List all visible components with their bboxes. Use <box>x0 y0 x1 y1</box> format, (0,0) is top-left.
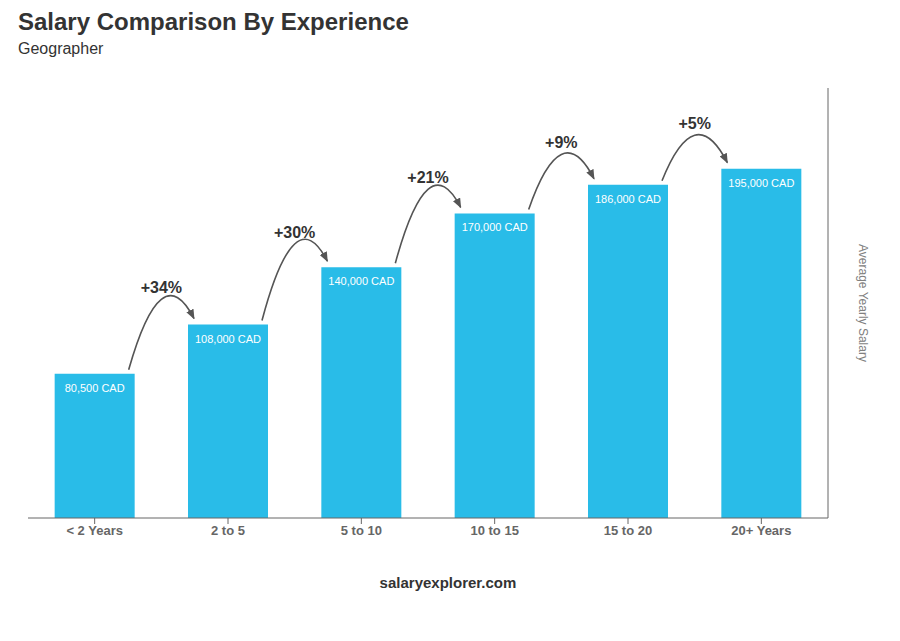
svg-text:80,500 CAD: 80,500 CAD <box>65 382 125 394</box>
svg-text:+34%: +34% <box>141 279 182 296</box>
html-text:Salary Comparison By Experienc: Salary Comparison By Experience <box>18 8 409 35</box>
svg-text:108,000 CAD: 108,000 CAD <box>195 333 261 345</box>
svg-text:+5%: +5% <box>678 115 710 132</box>
svg-text:20+ Years: 20+ Years <box>731 523 791 538</box>
svg-text:Average Yearly Salary: Average Yearly Salary <box>856 244 870 362</box>
svg-text:195,000 CAD: 195,000 CAD <box>728 177 794 189</box>
svg-text:+9%: +9% <box>545 134 577 151</box>
html-text:salaryexplorer.com: salaryexplorer.com <box>379 574 517 591</box>
svg-text:+30%: +30% <box>274 224 315 241</box>
svg-text:+21%: +21% <box>407 169 448 186</box>
svg-text:< 2 Years: < 2 Years <box>66 523 123 538</box>
svg-text:2 to 5: 2 to 5 <box>211 523 245 538</box>
svg-text:5 to 10: 5 to 10 <box>341 523 382 538</box>
svg-text:186,000 CAD: 186,000 CAD <box>595 193 661 205</box>
svg-text:140,000 CAD: 140,000 CAD <box>328 275 394 287</box>
svg-text:10 to 15: 10 to 15 <box>470 523 518 538</box>
html-text:Geographer: Geographer <box>18 40 104 57</box>
svg-text:15 to 20: 15 to 20 <box>604 523 652 538</box>
svg-text:170,000 CAD: 170,000 CAD <box>462 221 528 233</box>
